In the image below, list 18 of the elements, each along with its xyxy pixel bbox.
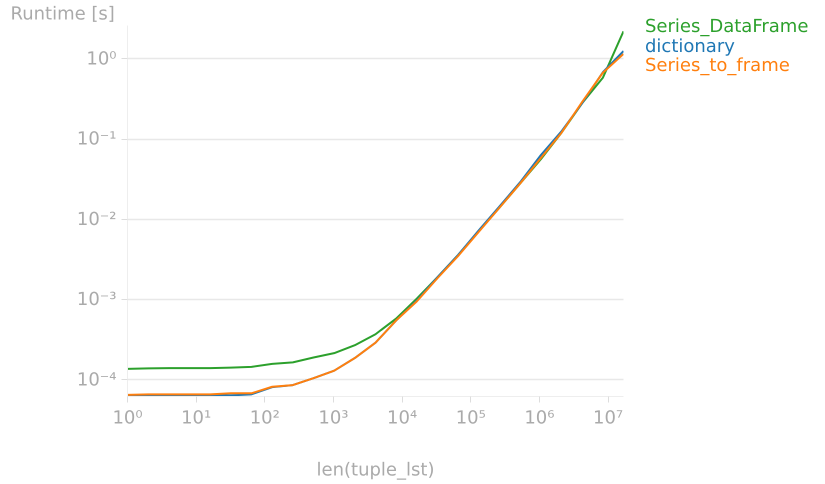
x-tick-label: 10⁰ [112,408,143,428]
y-tick-label: 10⁰ [86,48,117,70]
x-tick-label: 10¹ [181,408,212,428]
x-tick-label: 10⁶ [524,408,554,428]
series-label: Series_DataFrame [645,16,808,37]
y-axis-title: Runtime [s] [10,4,115,24]
x-axis-title: len(tuple_lst) [316,460,434,480]
x-tick-label: 10⁵ [456,408,486,428]
series-label: dictionary [645,36,735,56]
x-tick-label: 10³ [318,408,349,428]
y-tick-label: 10⁻³ [76,289,117,310]
series-label: Series_to_frame [645,55,791,76]
y-tick-label: 10⁻⁴ [76,369,117,390]
x-tick-label: 10⁷ [593,408,624,428]
x-tick-label: 10⁴ [387,408,418,428]
x-tick-label: 10² [250,408,280,428]
y-tick-label: 10⁻² [76,208,117,230]
y-tick-label: 10⁻¹ [76,128,117,150]
